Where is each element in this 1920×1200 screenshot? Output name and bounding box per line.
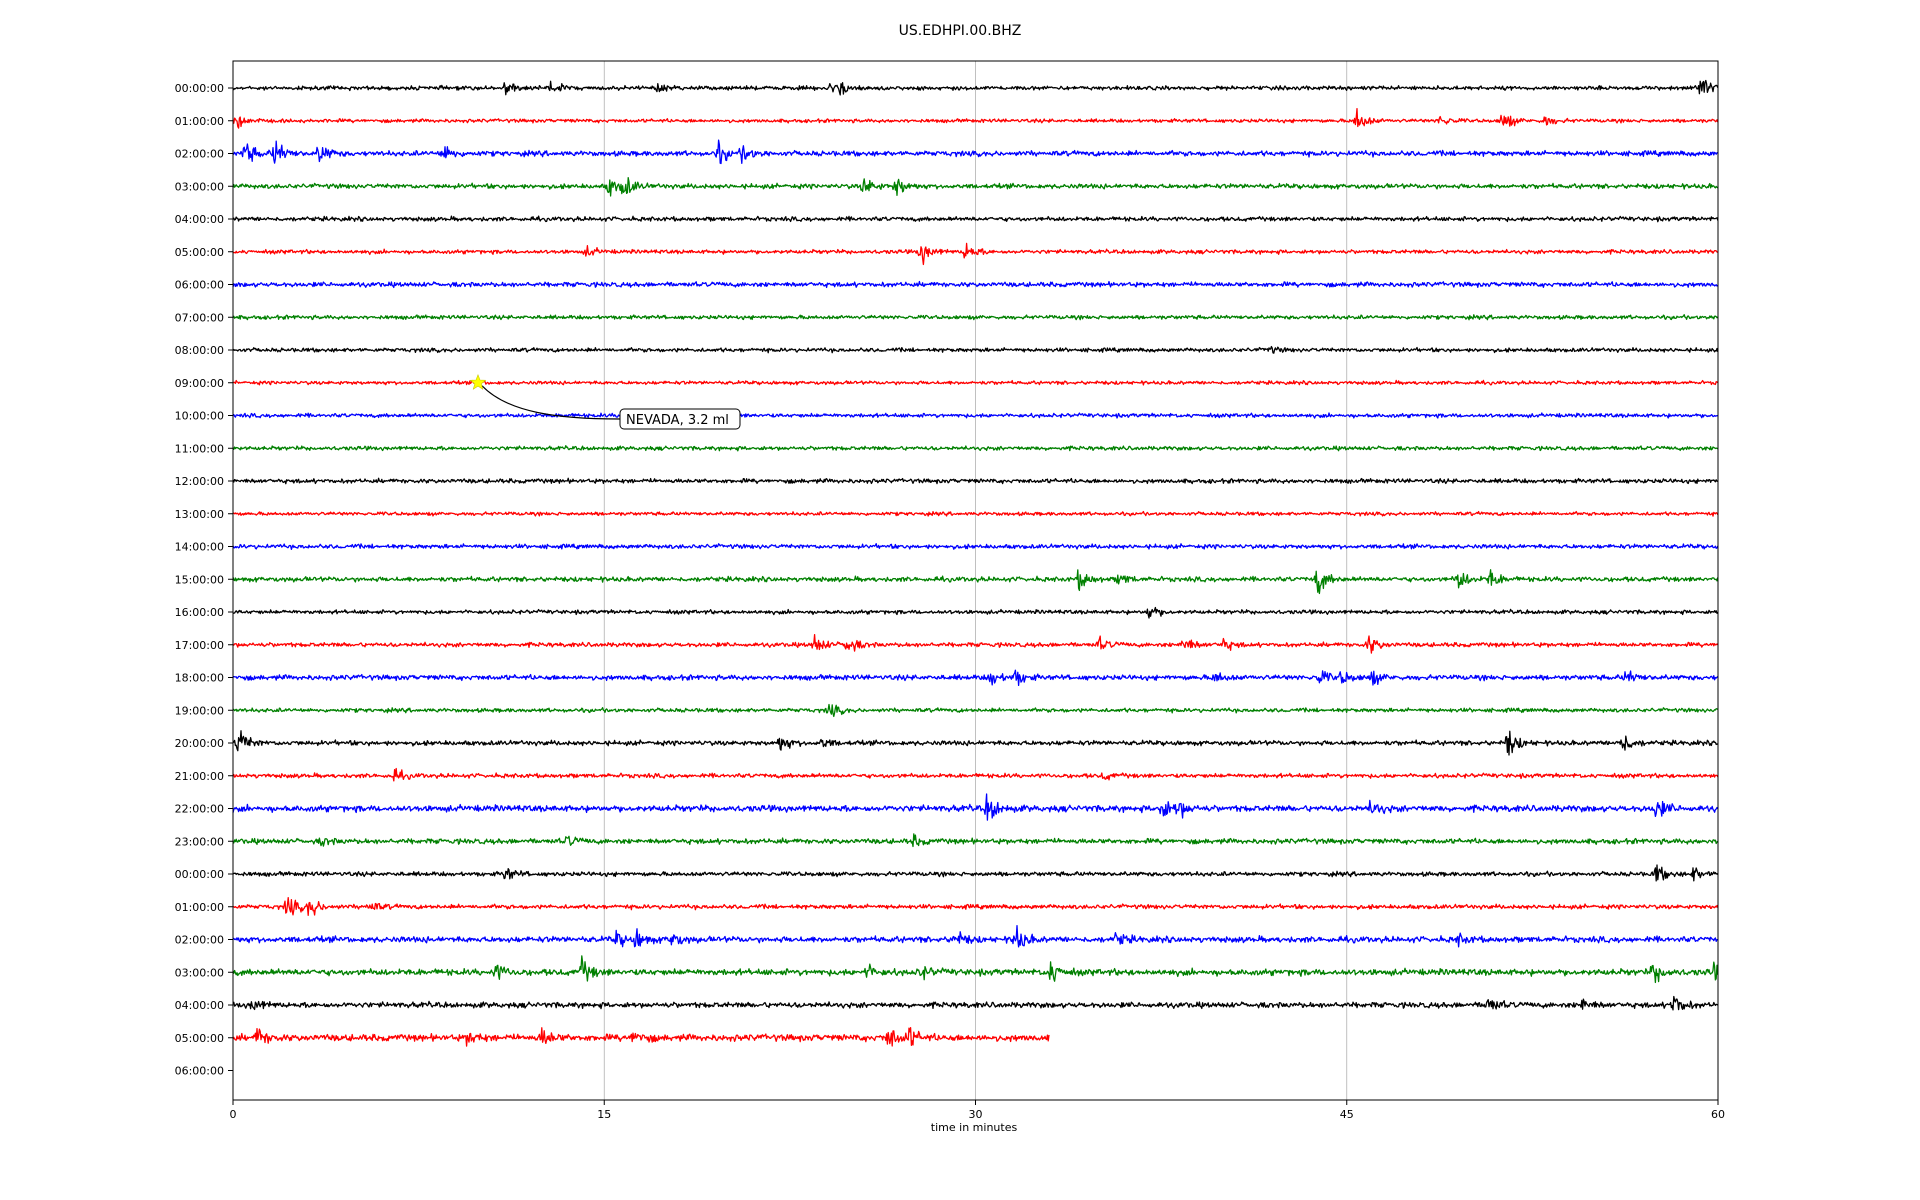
row-label-17: 17:00:00: [175, 639, 224, 652]
trace-row-4: [232, 215, 1719, 223]
trace-row-0: [232, 79, 1719, 96]
chart-title: US.EDHPI.00.BHZ: [899, 23, 1022, 39]
trace-row-21: [232, 767, 1719, 782]
row-label-14: 14:00:00: [175, 541, 224, 554]
x-tick-label-4: 60: [1711, 1108, 1725, 1121]
row-label-30: 06:00:00: [175, 1065, 224, 1078]
row-labels: 00:00:00 01:00:00 02:00:00 03:00:00 04:00:00…: [175, 82, 233, 1078]
trace-row-20: [233, 730, 1718, 756]
row-label-7: 07:00:00: [175, 311, 224, 324]
trace-row-22: [232, 793, 1719, 821]
trace-row-26: [232, 925, 1718, 948]
row-label-27: 03:00:00: [175, 966, 224, 979]
trace-row-29: [232, 1027, 1050, 1047]
row-label-9: 09:00:00: [175, 377, 224, 390]
trace-row-7: [232, 314, 1719, 321]
x-tick-label-2: 30: [969, 1108, 983, 1121]
trace-row-24: [232, 864, 1719, 882]
row-label-10: 10:00:00: [175, 410, 224, 423]
row-label-2: 02:00:00: [175, 148, 224, 161]
row-label-11: 11:00:00: [175, 442, 224, 455]
x-tick-label-3: 45: [1340, 1108, 1354, 1121]
row-label-5: 05:00:00: [175, 246, 224, 259]
row-label-29: 05:00:00: [175, 1032, 224, 1045]
trace-row-2: [232, 139, 1718, 165]
trace-row-17: [232, 633, 1719, 654]
trace-row-3: [232, 177, 1719, 197]
row-label-1: 01:00:00: [175, 115, 224, 128]
trace-row-13: [232, 510, 1719, 517]
annotation-label: NEVADA, 3.2 ml: [626, 413, 729, 428]
row-label-25: 01:00:00: [175, 901, 224, 914]
row-label-16: 16:00:00: [175, 606, 224, 619]
trace-row-27: [232, 955, 1719, 984]
row-label-12: 12:00:00: [175, 475, 224, 488]
trace-row-1: [232, 107, 1719, 129]
row-label-6: 06:00:00: [175, 279, 224, 292]
trace-row-23: [232, 833, 1719, 848]
event-star-marker: [469, 373, 487, 390]
x-tick-label-1: 15: [597, 1108, 611, 1121]
trace-row-8: [232, 345, 1719, 354]
row-label-26: 02:00:00: [175, 934, 224, 947]
grid-lines: [603, 61, 1348, 1100]
row-label-3: 03:00:00: [175, 180, 224, 193]
trace-row-10: [232, 412, 1719, 419]
row-label-19: 19:00:00: [175, 704, 224, 717]
trace-row-25: [232, 897, 1719, 916]
annotation-arrow: [481, 385, 621, 420]
traces: [232, 79, 1719, 1047]
row-label-8: 08:00:00: [175, 344, 224, 357]
row-label-20: 20:00:00: [175, 737, 224, 750]
row-label-4: 04:00:00: [175, 213, 224, 226]
trace-row-19: [232, 703, 1719, 718]
x-axis-label: time in minutes: [931, 1121, 1018, 1134]
row-label-22: 22:00:00: [175, 803, 224, 816]
trace-row-16: [232, 606, 1719, 619]
x-axis-ticks: 0 15 30 45 60: [230, 1100, 1725, 1121]
trace-row-12: [232, 477, 1718, 485]
row-label-28: 04:00:00: [175, 999, 224, 1012]
row-label-23: 23:00:00: [175, 835, 224, 848]
trace-row-14: [232, 543, 1719, 551]
annotation-box: [619, 408, 741, 430]
row-label-24: 00:00:00: [175, 868, 224, 881]
trace-row-28: [232, 995, 1719, 1011]
trace-row-18: [232, 669, 1719, 687]
row-label-13: 13:00:00: [175, 508, 224, 521]
x-tick-label-0: 0: [230, 1108, 237, 1121]
trace-row-5: [232, 242, 1718, 266]
row-label-21: 21:00:00: [175, 770, 224, 783]
row-label-18: 18:00:00: [175, 672, 224, 685]
row-label-15: 15:00:00: [175, 573, 224, 586]
trace-row-11: [232, 445, 1719, 452]
trace-row-15: [232, 569, 1719, 595]
row-label-0: 00:00:00: [175, 82, 224, 95]
trace-row-6: [232, 280, 1719, 289]
event-annotation: NEVADA, 3.2 ml: [469, 373, 741, 430]
